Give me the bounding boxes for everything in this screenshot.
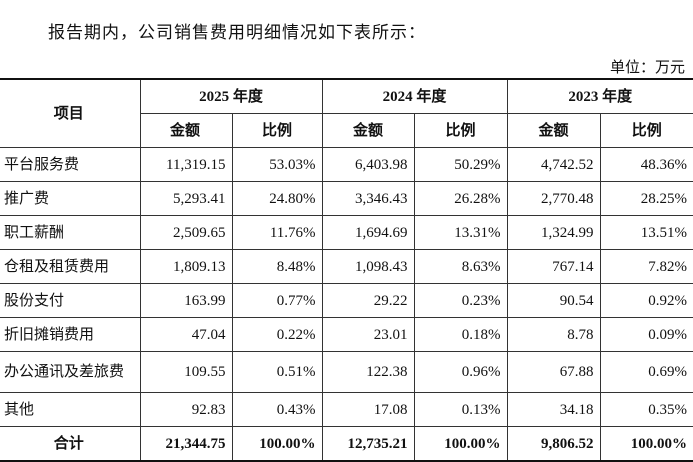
value-cell: 0.13% [413,392,508,427]
label-cell: 股份支付 [0,283,141,318]
value-cell: 11,319.15 [139,147,233,182]
value-cell: 26.28% [413,181,508,216]
header-cell: 金额 [321,113,415,148]
header-cell: 2023 年度 [506,78,693,114]
value-cell: 13.51% [599,215,693,250]
value-cell: 4,742.52 [506,147,601,182]
label-cell: 仓租及租赁费用 [0,249,141,284]
value-cell: 2,770.48 [506,181,601,216]
header-cell: 比例 [413,113,508,148]
label-cell: 平台服务费 [0,147,141,182]
value-cell: 109.55 [139,351,233,393]
value-cell: 7.82% [599,249,693,284]
table: 项目 2025 年度 2024 年度 2023 年度 金额 比例 金额 比例 金额 比例 平台服务费… [0,78,693,462]
label-cell: 折旧摊销费用 [0,317,141,352]
value-cell: 0.23% [413,283,508,318]
table-row: 职工薪酬 2,509.65 11.76% 1,694.69 13.31% 1,324.99… [0,215,693,250]
table-row: 平台服务费 11,319.15 53.03% 6,403.98 50.29% 4,742.… [0,147,693,182]
header-cell: 金额 [140,113,233,148]
value-cell: 163.99 [139,283,233,318]
label-cell: 其他 [0,392,141,427]
value-cell: 1,324.99 [506,215,601,250]
value-cell: 13.31% [413,215,508,250]
value-cell: 3,346.43 [321,181,415,216]
label-cell: 职工薪酬 [0,215,141,250]
header-cell: 比例 [231,113,323,148]
value-cell: 1,098.43 [321,249,415,284]
header-cell: 比例 [599,113,693,148]
value-cell: 0.77% [231,283,323,318]
table-row: 办公通讯及差旅费 109.55 0.51% 122.38 0.96% 67.88 0.69% [0,351,693,393]
value-cell: 28.25% [599,181,693,216]
value-cell: 0.69% [599,351,693,393]
value-cell: 8.48% [231,249,323,284]
value-cell: 0.09% [599,317,693,352]
value-cell: 11.76% [231,215,323,250]
value-cell: 6,403.98 [321,147,415,182]
table-row: 股份支付 163.99 0.77% 29.22 0.23% 90.54 0.92% [0,283,693,318]
value-cell: 0.51% [231,351,323,393]
value-cell: 0.43% [231,392,323,427]
value-cell: 24.80% [231,181,323,216]
value-cell: 767.14 [506,249,601,284]
value-cell: 53.03% [231,147,323,182]
table-row: 推广费 5,293.41 24.80% 3,346.43 26.28% 2,770.48 2… [0,181,693,216]
value-cell: 67.88 [506,351,601,393]
value-cell: 29.22 [321,283,415,318]
value-cell: 17.08 [321,392,415,427]
value-cell: 50.29% [413,147,508,182]
value-cell: 1,694.69 [321,215,415,250]
value-cell: 0.92% [599,283,693,318]
value-cell: 2,509.65 [139,215,233,250]
value-cell: 47.04 [139,317,233,352]
value-cell: 0.96% [413,351,508,393]
value-cell: 122.38 [321,351,415,393]
value-cell: 90.54 [506,283,601,318]
label-cell: 推广费 [0,181,141,216]
value-cell: 48.36% [599,147,693,182]
header-cell: 项目 [0,78,141,148]
header-cell: 2024 年度 [321,78,508,114]
header-cell: 2025 年度 [139,78,323,114]
label-cell: 办公通讯及差旅费 [0,351,141,393]
intro: 报告期内，公司销售费用明细情况如下表所示： [48,23,426,42]
unit: 单位：万元 [609,60,685,76]
table-row: 仓租及租赁费用 1,809.13 8.48% 1,098.43 8.63% 767.14 7… [0,249,693,284]
value-cell: 23.01 [321,317,415,352]
value-cell: 92.83 [139,392,233,427]
header-row: 项目 2025 年度 2024 年度 2023 年度 [0,78,693,148]
value-cell: 0.22% [231,317,323,352]
value-cell: 0.18% [413,317,508,352]
value-cell: 34.18 [506,392,601,427]
value-cell: 8.78 [506,317,601,352]
header-cell: 金额 [506,113,601,148]
value-cell: 8.63% [413,249,508,284]
table-row: 其他 92.83 0.43% 17.08 0.13% 34.18 0.35% [0,392,693,427]
table-row: 折旧摊销费用 47.04 0.22% 23.01 0.18% 8.78 0.09% [0,317,693,352]
value-cell: 5,293.41 [139,181,233,216]
value-cell: 0.35% [599,392,693,427]
value-cell: 1,809.13 [139,249,233,284]
